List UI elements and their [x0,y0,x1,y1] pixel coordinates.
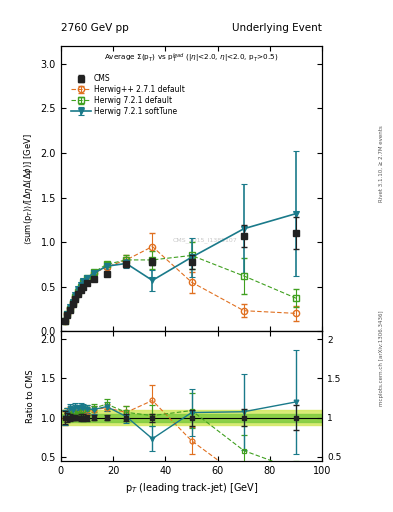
Y-axis label: $\langle$sum(p$_T$)$\rangle$/$[\Delta\eta\Delta(\Delta\phi)]$ [GeV]: $\langle$sum(p$_T$)$\rangle$/$[\Delta\et… [22,133,35,245]
Bar [61,414,322,421]
Y-axis label: Ratio to CMS: Ratio to CMS [26,369,35,423]
Bar [61,410,322,425]
Text: CMS_2015_I1385107: CMS_2015_I1385107 [172,237,237,243]
Text: Average $\Sigma$(p$_T$) vs p$_T^{lead}$ ($|\eta|$<2.0, $\eta|$<2.0, p$_T$>0.5): Average $\Sigma$(p$_T$) vs p$_T^{lead}$ … [105,52,279,65]
Text: Rivet 3.1.10, ≥ 2.7M events: Rivet 3.1.10, ≥ 2.7M events [379,125,384,202]
Text: mcplots.cern.ch [arXiv:1306.3436]: mcplots.cern.ch [arXiv:1306.3436] [379,311,384,406]
Text: 2760 GeV pp: 2760 GeV pp [61,23,129,33]
Text: Underlying Event: Underlying Event [232,23,322,33]
X-axis label: p$_T$ (leading track-jet) [GeV]: p$_T$ (leading track-jet) [GeV] [125,481,258,495]
Legend: CMS, Herwig++ 2.7.1 default, Herwig 7.2.1 default, Herwig 7.2.1 softTune: CMS, Herwig++ 2.7.1 default, Herwig 7.2.… [70,73,186,117]
